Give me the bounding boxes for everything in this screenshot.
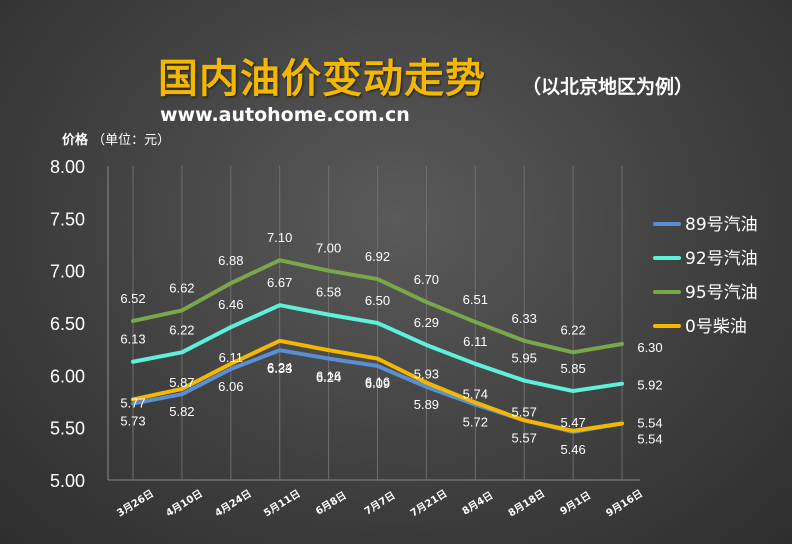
- x-tick-label: 6月8日: [313, 489, 348, 517]
- legend-label: 92号汽油: [685, 249, 758, 269]
- data-label: 6.16: [316, 369, 341, 384]
- source-url: www.autohome.com.cn: [160, 104, 410, 126]
- data-label: 6.09: [365, 376, 390, 391]
- legend-label: 95号汽油: [685, 283, 758, 303]
- y-tick-label: 7.00: [50, 262, 85, 282]
- data-label: 6.11: [463, 334, 487, 349]
- data-label: 5.92: [637, 378, 662, 393]
- data-label: 5.57: [512, 430, 537, 445]
- data-label: 6.22: [560, 322, 585, 337]
- series-line: [131, 258, 624, 355]
- legend-label: 89号汽油: [685, 215, 758, 235]
- data-label: 6.52: [120, 291, 145, 306]
- y-axis-label: 价格: [62, 133, 89, 148]
- x-tick-label: 7月7日: [362, 489, 397, 517]
- y-tick-label: 5.00: [50, 471, 85, 491]
- data-label: 7.10: [267, 230, 292, 245]
- data-label: 5.46: [560, 442, 585, 457]
- data-label: 5.85: [560, 361, 585, 376]
- data-label: 6.58: [316, 285, 341, 300]
- chart-title: 国内油价变动走势: [158, 56, 486, 102]
- data-label: 6.29: [414, 315, 439, 330]
- data-label: 6.13: [120, 332, 145, 347]
- x-tick-label: 8月4日: [460, 489, 495, 517]
- data-label: 6.70: [414, 272, 439, 287]
- data-label: 5.72: [463, 415, 488, 430]
- data-label: 5.82: [169, 404, 194, 419]
- x-tick-label: 5月11日: [262, 488, 303, 520]
- data-label: 6.46: [218, 297, 243, 312]
- data-label: 5.74: [463, 387, 488, 402]
- data-label: 6.24: [316, 370, 341, 385]
- y-axis-unit-note: （单位：元）: [92, 133, 171, 148]
- data-label: 6.11: [219, 350, 243, 365]
- data-label: 5.54: [637, 415, 662, 430]
- data-label: 5.54: [637, 431, 662, 446]
- data-label: 5.93: [414, 367, 439, 382]
- x-tick-label: 8月18日: [506, 488, 547, 520]
- y-tick-label: 8.00: [50, 157, 85, 177]
- data-label: 5.57: [512, 404, 537, 419]
- x-tick-label: 9月1日: [558, 489, 593, 517]
- x-tick-label: 7月21日: [408, 488, 449, 520]
- y-tick-label: 6.00: [50, 366, 85, 386]
- data-label: 5.95: [512, 351, 537, 366]
- y-tick-label: 6.50: [50, 314, 85, 334]
- data-label: 6.33: [267, 361, 292, 376]
- data-label: 6.30: [637, 340, 662, 355]
- data-label: 6.88: [218, 253, 243, 268]
- series-line: [131, 303, 624, 394]
- data-label: 5.87: [169, 375, 194, 390]
- data-label: 5.77: [120, 395, 145, 410]
- data-label: 6.06: [218, 379, 243, 394]
- data-label: 6.24: [267, 360, 292, 375]
- legend-label: 0号柴油: [685, 317, 747, 337]
- x-tick-label: 4月10日: [164, 488, 205, 520]
- x-tick-label: 9月16日: [604, 488, 645, 520]
- data-label: 5.73: [120, 414, 145, 429]
- x-tick-label: 4月24日: [213, 488, 254, 520]
- y-tick-label: 5.50: [50, 419, 85, 439]
- data-label: 5.47: [560, 415, 585, 430]
- data-label: 7.00: [316, 241, 341, 256]
- data-label: 6.50: [365, 293, 390, 308]
- series-line: [131, 338, 624, 433]
- data-label: 6.62: [169, 280, 194, 295]
- data-label: 6.16: [365, 375, 390, 390]
- y-tick-label: 7.50: [50, 209, 85, 229]
- data-label: 6.92: [365, 249, 390, 264]
- data-label: 6.51: [463, 292, 488, 307]
- data-label: 6.22: [169, 322, 194, 337]
- y-axis-unit: 价格 （单位：元）: [62, 129, 170, 148]
- chart-subtitle: （以北京地区为例）: [522, 76, 694, 98]
- data-label: 6.33: [512, 311, 537, 326]
- data-label: 6.67: [267, 275, 292, 290]
- x-tick-label: 3月26日: [115, 488, 156, 520]
- data-label: 5.89: [414, 397, 439, 412]
